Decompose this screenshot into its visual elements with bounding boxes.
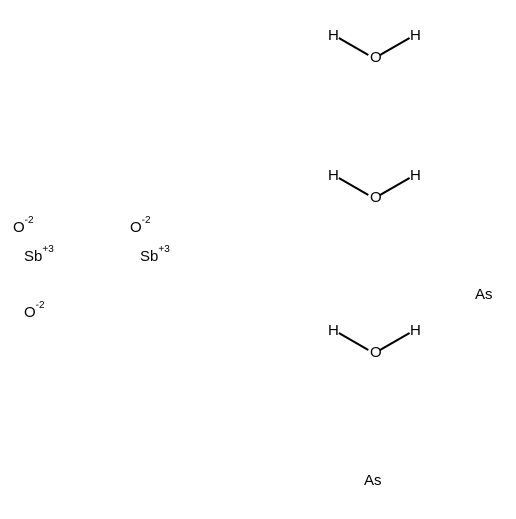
oxygen-ion-2: O-2 [130, 218, 151, 236]
atom-charge: -2 [36, 300, 45, 311]
atom-charge: +3 [42, 244, 53, 255]
oxygen-atom: O [370, 189, 382, 206]
atom-label: O [130, 219, 142, 236]
hydrogen-atom: H [328, 167, 339, 184]
oxygen-ion-3: O-2 [24, 303, 45, 321]
hydrogen-atom: H [328, 322, 339, 339]
oxygen-ion-1: O-2 [13, 218, 34, 236]
arsenic-atom-1: As [475, 286, 493, 303]
hydrogen-atom: H [410, 322, 421, 339]
hydrogen-atom: H [410, 27, 421, 44]
atom-label: As [364, 472, 382, 489]
antimony-ion-2: Sb+3 [140, 247, 170, 265]
atom-charge: +3 [158, 244, 169, 255]
atom-label: Sb [140, 248, 158, 265]
bond-line [380, 177, 410, 195]
bond-line [380, 332, 410, 350]
hydrogen-atom: H [410, 167, 421, 184]
atom-label: O [24, 304, 36, 321]
bond-line [380, 37, 410, 55]
hydrogen-atom: H [328, 27, 339, 44]
oxygen-atom: O [370, 344, 382, 361]
antimony-ion-1: Sb+3 [24, 247, 54, 265]
bond-line [339, 37, 369, 55]
bond-line [339, 177, 369, 195]
bond-line [339, 332, 369, 350]
oxygen-atom: O [370, 49, 382, 66]
atom-label: As [475, 286, 493, 303]
atom-label: Sb [24, 248, 42, 265]
atom-label: O [13, 219, 25, 236]
atom-charge: -2 [142, 215, 151, 226]
atom-charge: -2 [25, 215, 34, 226]
arsenic-atom-2: As [364, 472, 382, 489]
